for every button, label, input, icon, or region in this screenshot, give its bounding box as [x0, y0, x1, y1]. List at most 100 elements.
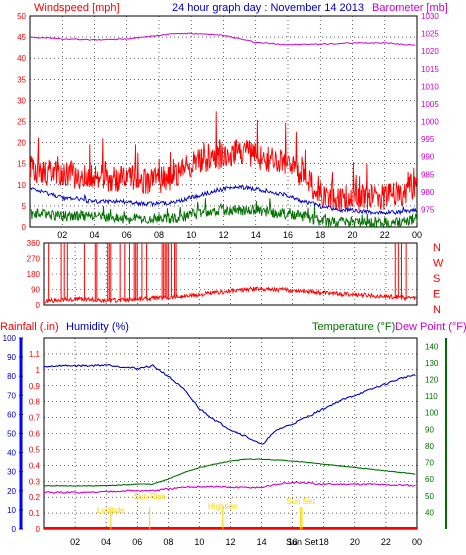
rainfall-tick-label: 0.7 [29, 414, 41, 423]
barometer-tick-label: 985 [421, 170, 435, 179]
humidity-tick-label: 80 [7, 372, 16, 381]
temperature-tick-label: 50 [425, 492, 434, 501]
bottom-x-tick-label: 16 [288, 537, 298, 547]
barometer-tick-label: 1005 [421, 100, 439, 109]
rainfall-tick-label: 0.1 [29, 509, 41, 518]
windspeed-tick-label: 50 [17, 12, 26, 21]
barometer-tick-label: 1000 [421, 118, 439, 127]
temperature-axis-title: Temperature (°F) [312, 321, 395, 333]
barometer-tick-label: 1025 [421, 30, 439, 39]
top-x-tick-label: 12 [218, 230, 228, 240]
humidity-tick-label: 40 [7, 449, 16, 458]
top-x-tick-label: 06 [122, 230, 132, 240]
temperature-tick-label: 60 [425, 475, 434, 484]
rainfall-tick-label: 1.1 [29, 350, 41, 359]
rainfall-tick-label: 0.5 [29, 445, 41, 454]
humidity-tick-label: 10 [7, 506, 16, 515]
humidity-tick-label: 60 [7, 410, 16, 419]
temperature-tick-label: 130 [425, 359, 439, 368]
top-x-tick-label: 04 [89, 230, 99, 240]
rainfall-tick-label: 0.6 [29, 430, 41, 439]
top-x-tick-label: 02 [57, 230, 67, 240]
direction-tick-label: 0 [36, 301, 41, 310]
compass-label: N [433, 242, 441, 254]
barometer-axis-title: Barometer [mb] [372, 2, 448, 14]
direction-tick-label: 180 [27, 270, 41, 279]
top-x-tick-label: 18 [315, 230, 325, 240]
temperature-tick-label: 80 [425, 442, 434, 451]
chart-title: 24 hour graph day : November 14 2013 [172, 2, 364, 14]
barometer-line [29, 32, 416, 46]
barometer-tick-label: 1015 [421, 65, 439, 74]
temperature-tick-label: 140 [425, 342, 439, 351]
compass-label: E [433, 289, 440, 301]
bottom-x-tick-label: 18 [319, 537, 329, 547]
tide-event-label: Hightide [208, 502, 238, 511]
top-x-tick-label: 08 [154, 230, 164, 240]
barometer-tick-label: 995 [421, 135, 435, 144]
barometer-tick-label: 980 [421, 188, 435, 197]
windspeed-tick-label: 20 [17, 139, 26, 148]
wind-direction-line [43, 286, 418, 304]
temperature-tick-label: 110 [425, 392, 438, 401]
humidity-line [43, 363, 416, 445]
wind-average-line [29, 184, 417, 216]
tide-event-label: Sun Set [286, 497, 315, 506]
rainfall-tick-label: 0.8 [29, 398, 41, 407]
windspeed-tick-label: 40 [17, 54, 26, 63]
bottom-plot-frame [43, 337, 418, 530]
barometer-tick-label: 975 [421, 205, 435, 214]
bottom-x-tick-label: 08 [163, 537, 173, 547]
bottom-x-tick-label: 06 [132, 537, 142, 547]
wind-low-line [29, 198, 418, 229]
barometer-tick-label: 1020 [421, 47, 439, 56]
humidity-tick-label: 90 [7, 353, 16, 362]
bottom-x-tick-label: 00 [412, 537, 422, 547]
top-x-tick-label: 20 [347, 230, 357, 240]
barometer-tick-label: 990 [421, 153, 435, 162]
temperature-tick-label: 120 [425, 376, 439, 385]
windspeed-tick-label: 0 [22, 223, 27, 232]
direction-tick-label: 360 [27, 239, 41, 248]
windspeed-tick-label: 25 [17, 118, 26, 127]
humidity-tick-label: 0 [12, 525, 17, 534]
rainfall-tick-label: 1 [36, 366, 41, 375]
compass-label: N [433, 304, 441, 316]
windspeed-line [29, 111, 418, 212]
humidity-tick-label: 50 [7, 430, 16, 439]
bottom-x-tick-label: 20 [350, 537, 360, 547]
rainfall-axis-title: Rainfall (.in) [0, 321, 59, 333]
rainfall-tick-label: 0.3 [29, 477, 41, 486]
top-x-tick-label: 14 [251, 230, 261, 240]
temperature-line [43, 458, 416, 487]
windspeed-tick-label: 10 [17, 181, 26, 190]
dewpoint-line [43, 481, 416, 494]
bottom-x-tick-label: 12 [225, 537, 235, 547]
bottom-x-tick-label: 04 [101, 537, 111, 547]
temperature-tick-label: 40 [425, 508, 434, 517]
compass-label: W [433, 258, 444, 270]
barometer-tick-label: 1010 [421, 82, 439, 91]
rainfall-tick-label: 0.4 [29, 461, 41, 470]
temperature-tick-label: 100 [425, 409, 439, 418]
top-x-tick-label: 00 [412, 230, 422, 240]
humidity-tick-label: 70 [7, 391, 16, 400]
top-x-tick-label: 10 [186, 230, 196, 240]
windspeed-tick-label: 45 [17, 33, 26, 42]
windspeed-tick-label: 35 [17, 75, 26, 84]
bottom-x-tick-label: 14 [257, 537, 267, 547]
windspeed-tick-label: 5 [22, 202, 27, 211]
top-x-tick-label: 16 [283, 230, 293, 240]
humidity-tick-label: 100 [3, 334, 17, 343]
bottom-x-tick-label: 10 [194, 537, 204, 547]
humidity-tick-label: 20 [7, 487, 16, 496]
temperature-tick-label: 70 [425, 459, 434, 468]
temperature-tick-label: 90 [425, 425, 434, 434]
direction-tick-label: 90 [31, 286, 40, 295]
humidity-temperature-panel: 010203040506070809010000.10.20.30.40.50.… [3, 334, 447, 547]
humidity-tick-label: 30 [7, 468, 16, 477]
tide-event-label: Sun Rise [133, 492, 166, 501]
